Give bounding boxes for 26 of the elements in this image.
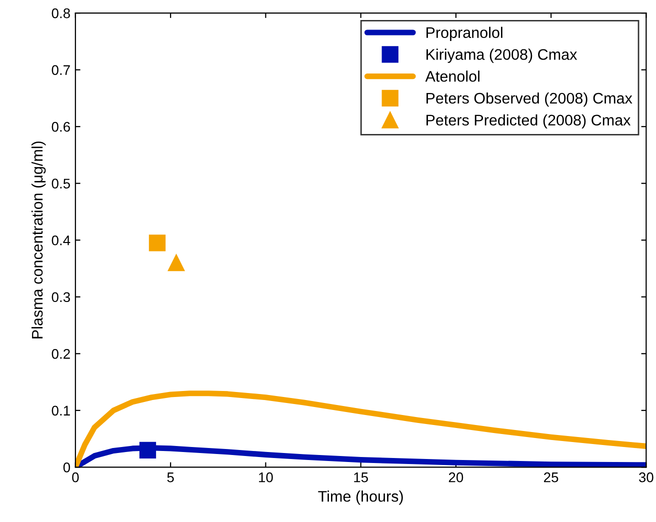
y-tick-label: 0.8 (52, 8, 70, 18)
x-tick-label: 25 (544, 472, 558, 482)
x-tick-label: 10 (259, 472, 273, 482)
y-tick-label: 0.6 (52, 122, 70, 132)
legend-label: Kiriyama (2008) Cmax (426, 48, 578, 63)
x-tick-label: 15 (354, 472, 368, 482)
x-tick-label: 5 (167, 472, 174, 482)
point (139, 442, 156, 458)
y-tick-label: 0 (63, 462, 70, 472)
y-tick-label: 0.5 (52, 178, 70, 189)
y-axis-title: Plasma concentration (μg/ml) (31, 142, 46, 338)
y-tick-label: 0.2 (52, 348, 70, 359)
point (148, 234, 166, 252)
x-tick-label: 20 (448, 472, 464, 482)
y-tick-label: 0.4 (52, 235, 70, 246)
y-tick-label: 0.3 (52, 292, 70, 302)
x-axis-title: Time (hours) (318, 490, 403, 505)
x-tick-label: 0 (72, 472, 79, 482)
y-tick-label: 0.7 (52, 65, 70, 75)
legend-label: Peters Observed (2008) Cmax (426, 92, 632, 107)
legend-label: Propranolol (426, 26, 502, 42)
y-tick-label: 0.1 (52, 406, 70, 416)
point (168, 254, 185, 272)
legend-label: Peters Predicted (2008) Cmax (426, 114, 631, 129)
x-tick-label: 30 (638, 472, 654, 482)
legend-label: Atenolol (425, 70, 480, 82)
